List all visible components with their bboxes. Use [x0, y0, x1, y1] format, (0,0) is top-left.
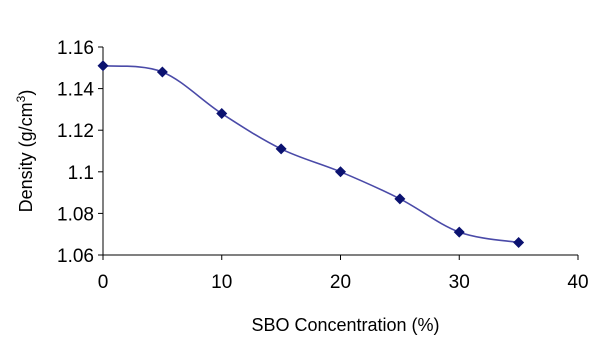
x-tick-label: 10	[211, 272, 232, 293]
y-axis-title-close: )	[16, 90, 36, 96]
y-tick-label: 1.08	[57, 204, 94, 225]
x-axis-title: SBO Concentration (%)	[251, 315, 439, 335]
y-tick-label: 1.14	[57, 80, 94, 101]
y-axis-title: Density (g/cm3)	[14, 90, 36, 213]
x-tick-label: 20	[330, 272, 351, 293]
data-point-marker	[97, 60, 109, 72]
y-tick-label: 1.12	[57, 121, 94, 142]
y-tick-label: 1.06	[57, 246, 94, 267]
data-point-marker	[216, 108, 228, 120]
y-tick-label: 1.16	[57, 38, 94, 59]
data-point-marker	[156, 66, 168, 78]
data-point-marker	[453, 226, 465, 238]
markers-layer	[97, 60, 525, 249]
data-point-marker	[513, 237, 525, 249]
series-line	[102, 64, 519, 244]
ticks-layer: 1.06 1.08 1.1 1.12 1.14 1.16 0 10 20 30 40	[57, 38, 589, 293]
data-point-marker	[275, 143, 287, 155]
x-tick-label: 0	[98, 272, 109, 293]
data-point-marker	[394, 193, 406, 205]
y-axis-title-superscript: 3	[14, 95, 28, 102]
y-axis-title-main: Density (g/cm	[16, 102, 36, 212]
data-point-marker	[335, 166, 346, 178]
x-tick-label: 40	[567, 272, 588, 293]
y-tick-label: 1.1	[68, 163, 94, 184]
x-tick-label: 30	[449, 272, 470, 293]
